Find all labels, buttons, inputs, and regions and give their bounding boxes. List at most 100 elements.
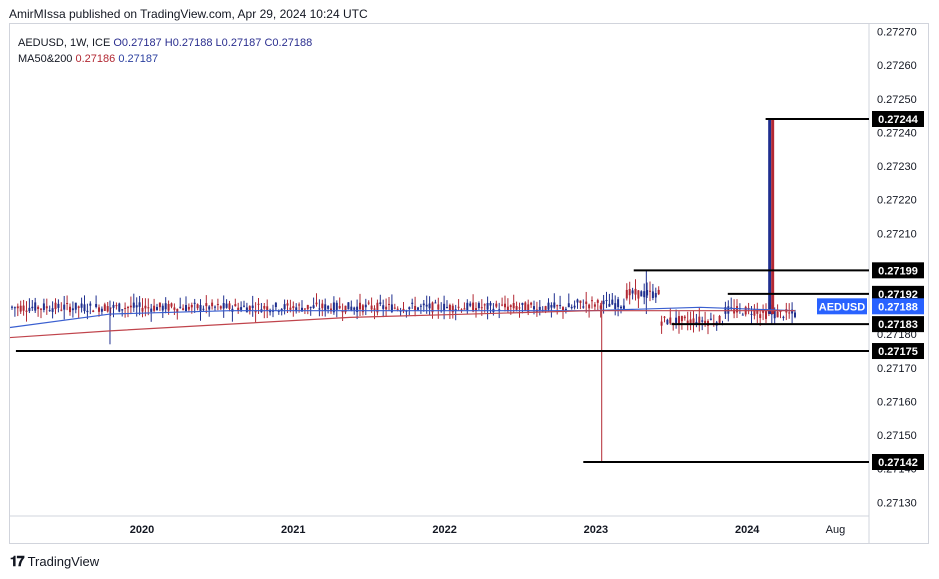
candle-body [524,302,527,311]
candle-body [628,289,631,296]
candle-body [216,304,219,306]
spike-candle-body [768,119,772,315]
candle-body [683,316,686,319]
candle-body [332,302,335,313]
candle-body [243,305,245,307]
candle-body [666,319,669,325]
level-label-box [872,285,924,302]
candle-body [211,302,214,307]
candle-body [504,303,506,308]
x-tick-label: 2024 [735,524,760,536]
ma50-line [9,306,796,329]
candle-body [680,315,683,322]
candle-body [306,305,309,310]
candle-body [289,307,292,310]
candle-body [248,306,251,312]
candle-body [48,310,51,312]
candle-body [446,306,448,308]
x-tick-label: 2021 [281,524,305,536]
candle-body [733,309,736,314]
candle-body [66,303,69,305]
y-tick-label: 0.27240 [877,127,917,139]
candle-body [129,305,132,308]
level-label-text: 0.27183 [878,319,918,331]
candle-body [324,304,327,311]
candle-body [321,303,324,309]
level-label-box [872,111,924,127]
candle-body [576,299,579,303]
level-label-text: 0.27192 [878,289,918,301]
candle-body [170,303,173,307]
candle-body [614,303,617,309]
candle-body [434,302,437,304]
candle-body [257,303,260,305]
candle-body [663,316,666,318]
candle-body [509,305,512,307]
candle-body [475,308,477,312]
candle-body [277,310,280,312]
candle-body [222,303,225,309]
candle-body [132,302,135,308]
candle-body [42,303,45,310]
candle-body [579,300,582,303]
candle-body [483,304,486,306]
candle-body [356,306,359,313]
candle-body [274,302,277,308]
candle-body [141,307,144,312]
candle-body [631,290,634,294]
candle-body [457,306,460,308]
candle-body [443,303,446,312]
candle-body [727,306,730,314]
candle-body [312,305,315,309]
candle-body [788,312,791,314]
candle-body [556,305,559,307]
candle-body [34,302,37,311]
candle-body [564,308,567,311]
candle-body [83,304,86,312]
candle-body [144,305,147,309]
candle-body [640,291,643,297]
y-tick-label: 0.27160 [877,396,917,408]
candle-body [286,303,289,306]
candle-body [37,306,40,310]
candle-body [570,306,573,309]
candle-body [364,304,367,308]
candle-body [150,308,153,312]
candle-body [283,304,286,310]
candle-body [13,307,16,309]
candle-body [544,306,547,311]
candle-body [759,314,762,319]
candle-body [315,302,318,305]
candle-body [559,305,562,307]
candle-body [28,307,31,312]
candle-body [245,307,248,313]
candle-body [463,308,466,310]
candle-body [414,305,417,311]
legend-ma50-value: 0.27186 [75,53,116,65]
candle-body [335,302,338,310]
candle-body [71,308,74,311]
candle-body [89,303,92,306]
candle-body [158,302,161,308]
candle-body [538,306,541,310]
candle-body [202,308,205,310]
candle-body [164,303,167,310]
candle-body [689,319,692,324]
candle-body [225,303,228,308]
candle-body [489,302,492,306]
candle-body [782,316,785,318]
candle-body [773,310,776,319]
candle-body [127,307,129,309]
candle-body [756,309,759,314]
candle-body [634,288,637,295]
candle-body [718,315,721,323]
last-price-box [872,298,924,315]
candle-body [472,302,475,312]
candle-body [254,310,257,313]
y-tick-label: 0.27210 [877,228,917,240]
candle-body [382,305,385,309]
candle-body [408,307,411,310]
y-tick-label: 0.27230 [877,161,917,173]
candle-body [367,302,370,304]
